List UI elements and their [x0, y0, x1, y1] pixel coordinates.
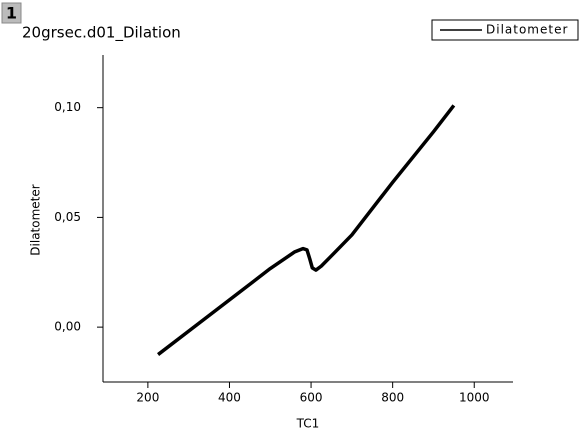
x-tick-label: 600 — [300, 391, 323, 405]
layer-label: 1 — [6, 4, 17, 23]
y-tick-label: 0,10 — [54, 100, 81, 114]
x-tick-label: 1000 — [459, 391, 490, 405]
y-tick-label: 0,05 — [54, 210, 81, 224]
x-tick-label: 400 — [218, 391, 241, 405]
data-line — [157, 104, 456, 356]
chart-title: 20grsec.d01_Dilation — [22, 24, 181, 43]
y-tick-label: 0,00 — [54, 320, 81, 334]
layer-badge — [1, 2, 22, 24]
x-axis-label: TC1 — [296, 417, 320, 431]
x-tick-label: 200 — [136, 391, 159, 405]
legend-label: Dilatometer — [486, 23, 568, 37]
x-tick-label: 800 — [381, 391, 404, 405]
legend-box — [431, 19, 579, 41]
y-axis-label: Dilatometer — [29, 184, 43, 255]
